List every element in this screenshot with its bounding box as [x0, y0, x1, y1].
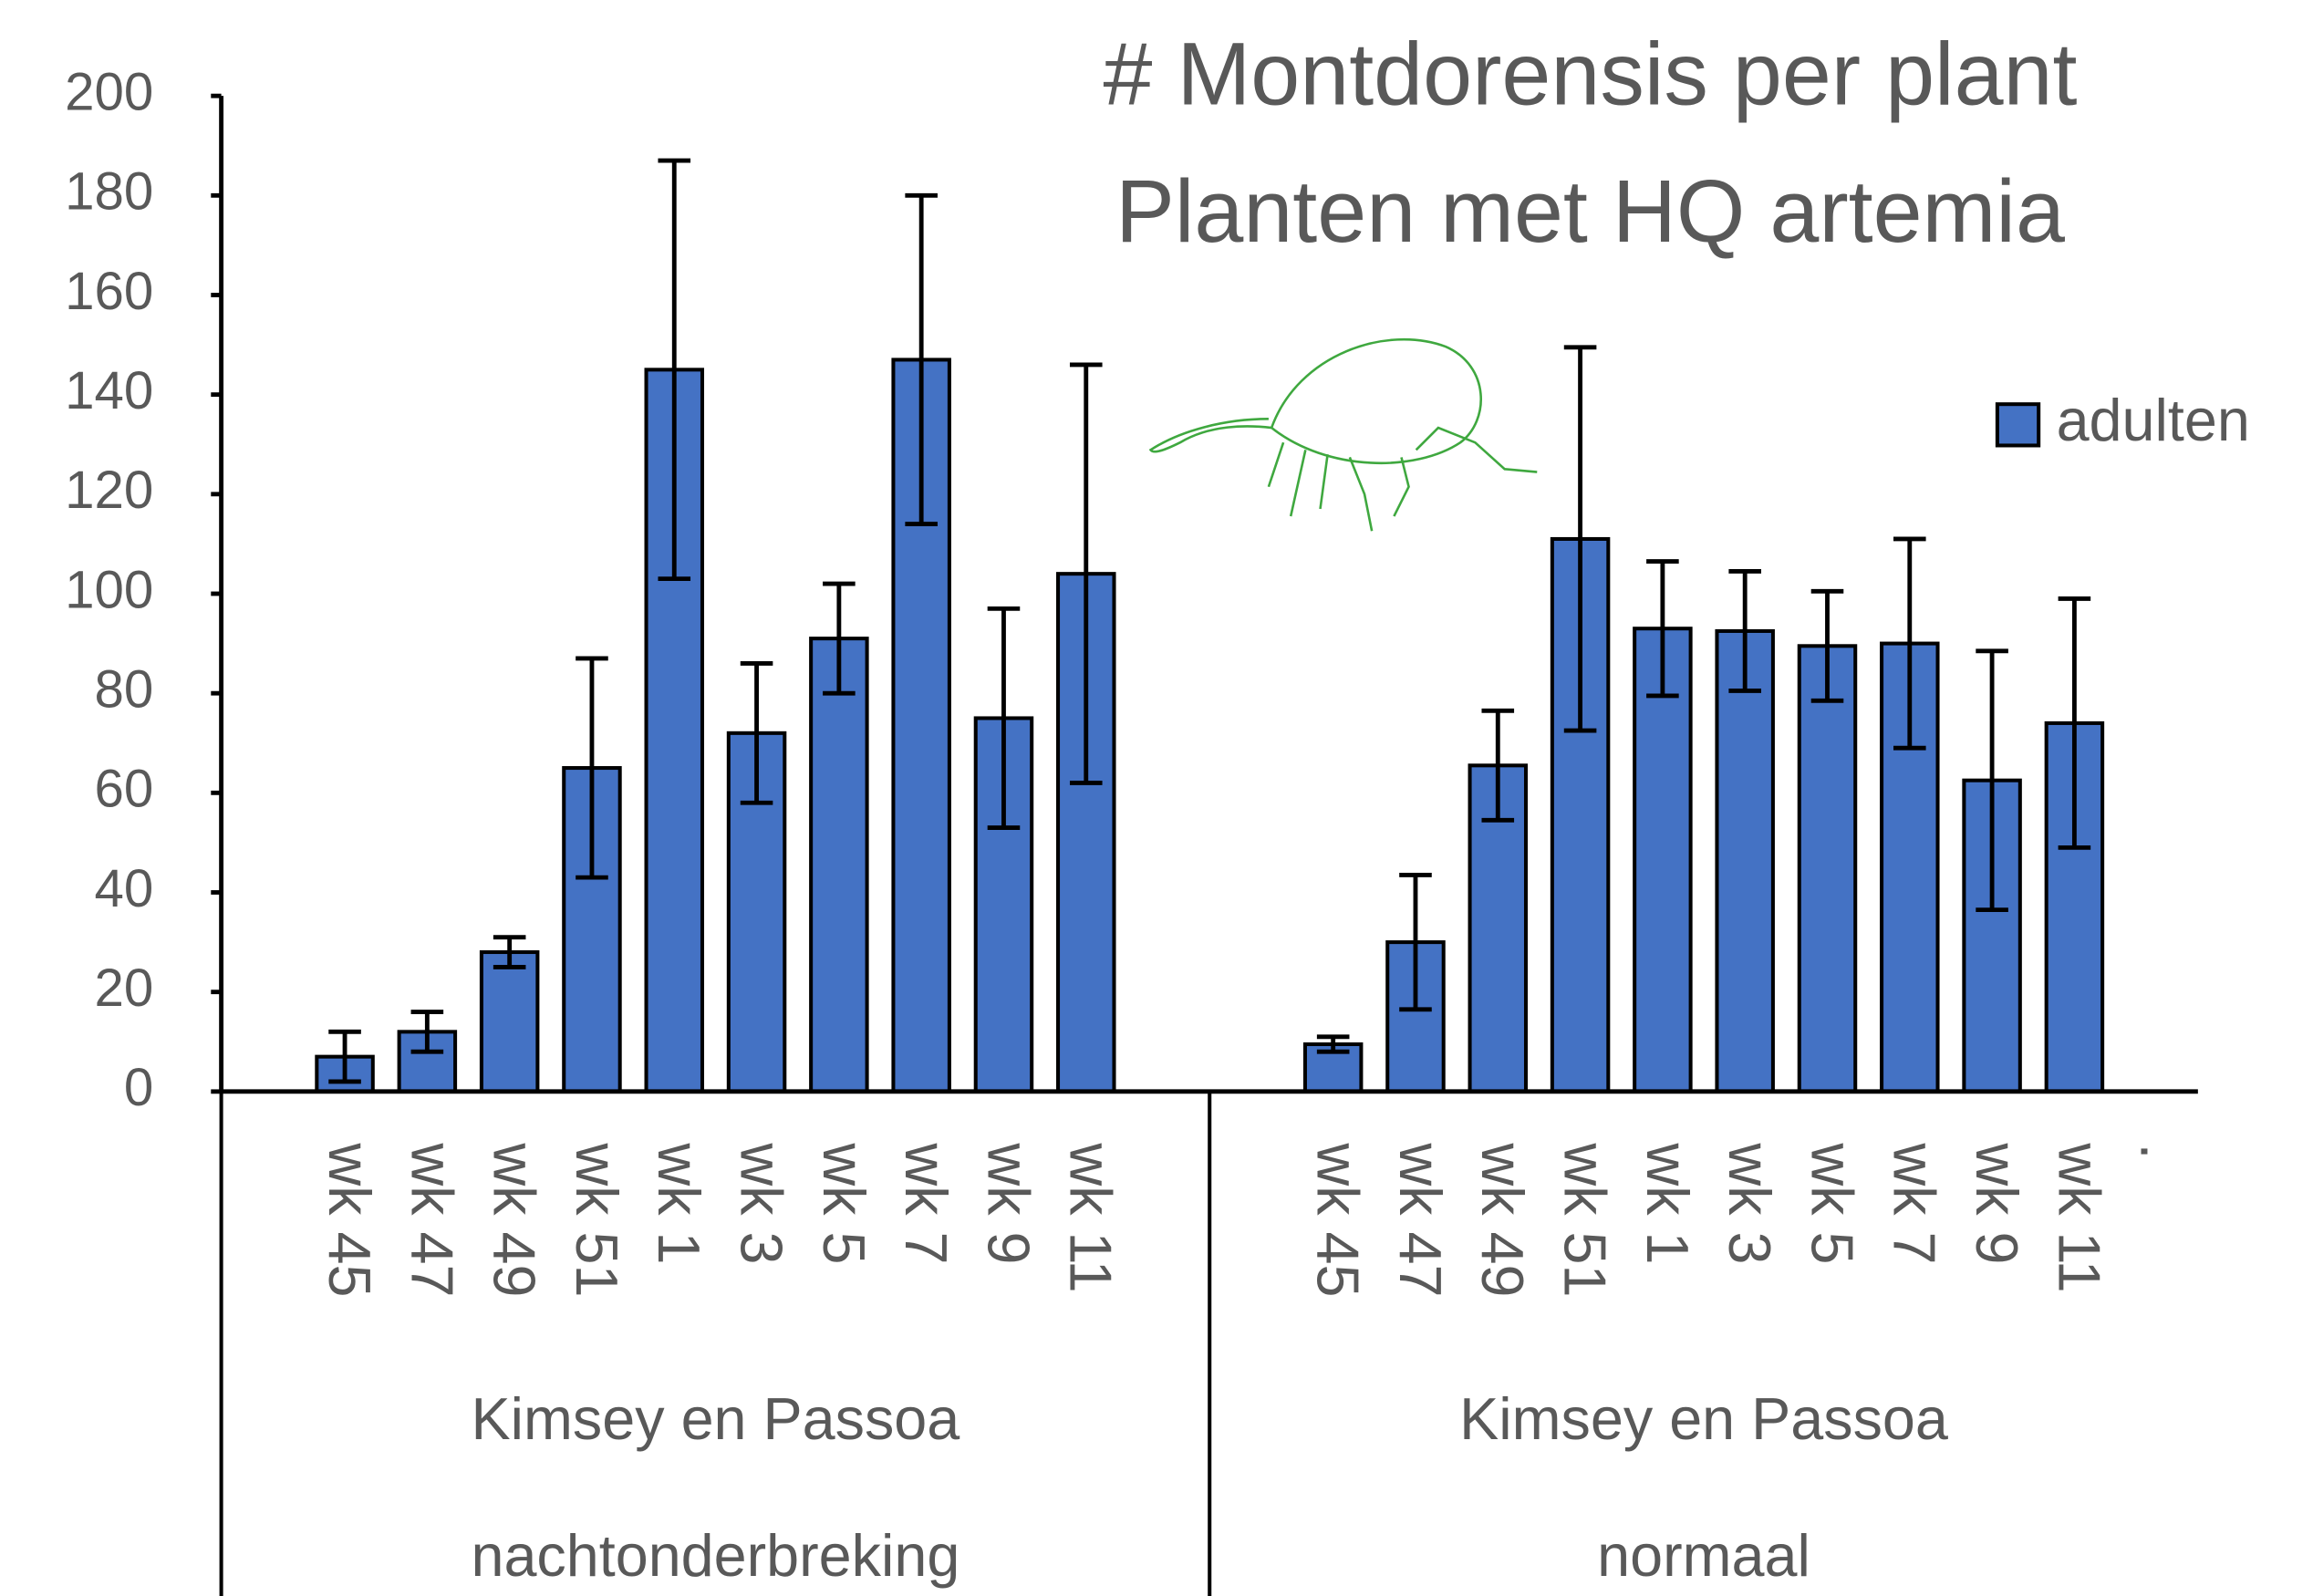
bar	[811, 638, 866, 1092]
x-tick-label: wk 5	[1799, 1142, 1865, 1264]
x-tick-label: wk 11	[1058, 1142, 1125, 1292]
y-tick-label: 20	[94, 959, 153, 1018]
y-tick-label: 140	[65, 361, 153, 420]
x-tick-label: wk 3	[1717, 1142, 1783, 1264]
y-tick-label: 180	[65, 162, 153, 222]
y-tick-label: 120	[65, 461, 153, 520]
y-tick-label: 40	[94, 859, 153, 918]
bar	[1800, 646, 1855, 1092]
y-tick-label: 160	[65, 262, 153, 321]
x-tick-label: wk 51	[1551, 1142, 1618, 1297]
bar	[1634, 628, 1690, 1092]
group-label: nachtonderbreking	[471, 1522, 959, 1589]
group-label: Kimsey en Passoa	[1459, 1385, 1948, 1452]
x-tick-label: wk 45	[316, 1142, 383, 1297]
legend-swatch	[1997, 404, 2038, 445]
group-label: normaal	[1597, 1522, 1810, 1589]
x-tick-label: wk 11	[2046, 1142, 2112, 1292]
x-tick-label: wk 9	[1964, 1142, 2030, 1264]
y-tick-label: 80	[94, 660, 153, 720]
chart-subtitle: Planten met HQ artemia	[1115, 161, 2065, 261]
x-tick-label: wk 47	[399, 1142, 465, 1297]
x-tick-label: wk 47	[1387, 1142, 1454, 1297]
x-tick-label: wk 3	[728, 1142, 794, 1264]
x-tick-label: wk 5	[811, 1142, 877, 1264]
x-tick-label: wk 7	[1882, 1142, 1948, 1264]
x-tick-label: wk 7	[893, 1142, 959, 1264]
bar	[1717, 631, 1772, 1092]
x-tick-label: wk 45	[1305, 1142, 1372, 1297]
x-tick-label: wk 1	[1634, 1142, 1701, 1264]
x-tick-label: wk 9	[975, 1142, 1042, 1264]
mite-illustration	[1151, 339, 1538, 531]
bar	[482, 952, 537, 1092]
x-tick-label: wk 49	[482, 1142, 548, 1297]
x-tick-label: .	[2129, 1143, 2195, 1159]
x-tick-label: wk 51	[564, 1142, 630, 1297]
chart-title: # Montdorensis per plant	[1104, 25, 2078, 124]
x-tick-label: wk 1	[646, 1142, 712, 1264]
y-tick-label: 100	[65, 560, 153, 619]
chart: # Montdorensis per plant Planten met HQ …	[0, 0, 2313, 1596]
x-tick-label: wk 49	[1469, 1142, 1536, 1297]
y-tick-label: 0	[124, 1058, 153, 1117]
y-tick-label: 200	[65, 63, 153, 122]
group-label: Kimsey en Passoa	[472, 1385, 960, 1452]
y-tick-label: 60	[94, 760, 153, 819]
legend-label: adulten	[2057, 387, 2250, 453]
